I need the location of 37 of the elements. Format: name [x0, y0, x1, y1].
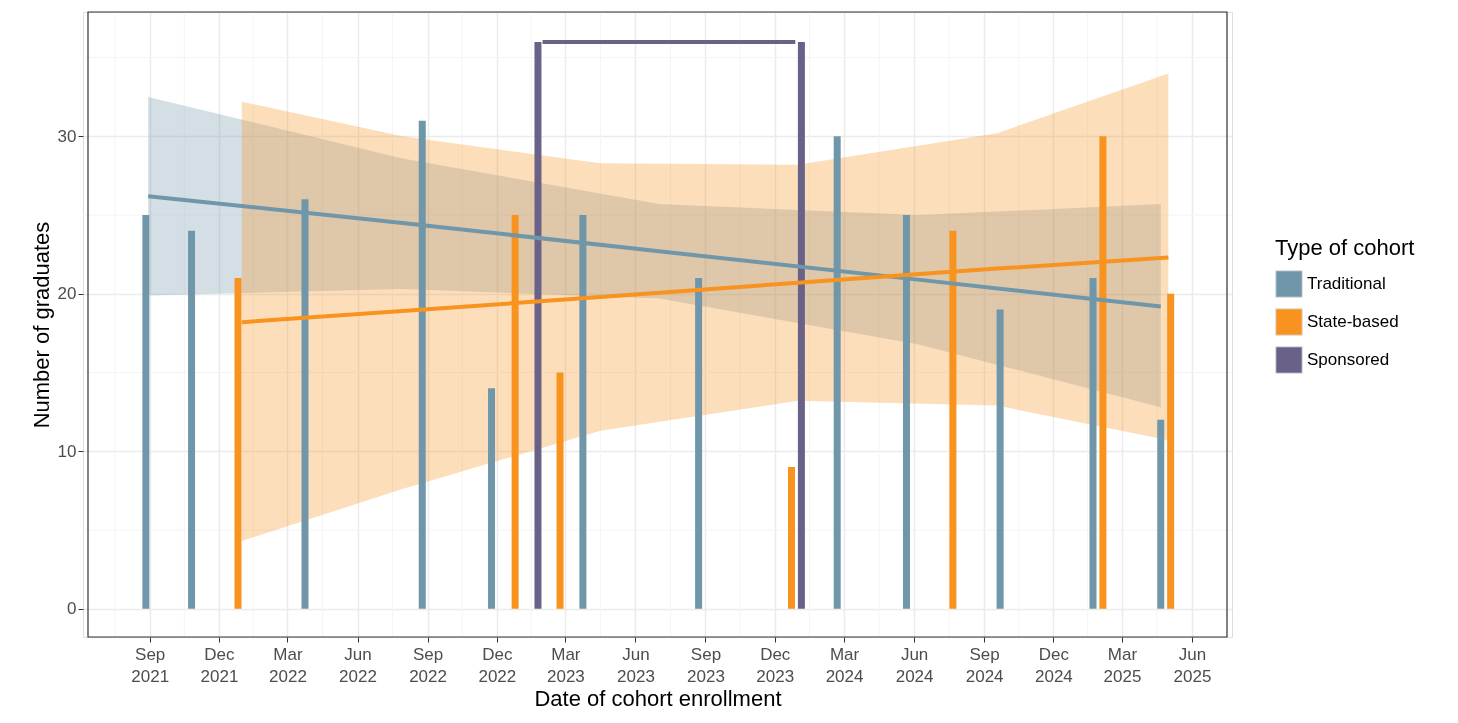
x-axis-title: Date of cohort enrollment: [534, 685, 782, 711]
x-tick-label: Mar 2024: [825, 644, 864, 686]
x-tick-label: Jun 2024: [895, 644, 934, 686]
x-tick-label: Jun 2023: [617, 644, 655, 686]
x-tick-label: Sep 2023: [687, 644, 725, 686]
x-tick-label: Dec 2024: [1035, 644, 1073, 686]
bar: [142, 215, 150, 609]
x-tick-label: Dec 2022: [478, 644, 517, 686]
legend-label: State-based: [1307, 312, 1399, 331]
bar: [797, 41, 805, 609]
x-tick-label: Dec 2023: [756, 644, 795, 686]
x-tick-label: Mar 2022: [269, 644, 307, 686]
y-tick-label: 10: [57, 441, 77, 461]
x-tick-label: Sep 2022: [409, 644, 447, 686]
bar: [996, 309, 1004, 609]
y-axis-title: Number of graduates: [28, 221, 54, 429]
x-tick-label: Jun 2025: [1173, 644, 1212, 686]
y-tick-label: 30: [57, 126, 77, 146]
bar: [534, 41, 542, 609]
bar: [788, 466, 795, 609]
x-tick-label: Jun 2022: [339, 644, 377, 686]
legend-title: Type of cohort: [1275, 235, 1415, 260]
bar: [188, 230, 196, 609]
x-tick-label: Dec 2021: [200, 644, 239, 686]
x-tick-label: Mar 2023: [546, 644, 585, 686]
x-tick-label: Sep 2021: [131, 644, 170, 686]
bar: [556, 372, 564, 609]
x-tick-label: Sep 2024: [965, 644, 1004, 686]
y-tick-label: 20: [57, 284, 77, 304]
bar: [695, 278, 703, 609]
x-tick-label: Mar 2025: [1103, 644, 1142, 686]
legend-label: Traditional: [1307, 274, 1386, 293]
bar: [1157, 419, 1165, 609]
legend-label: Sponsored: [1307, 350, 1390, 369]
bar: [1167, 293, 1175, 609]
y-tick-label: 0: [67, 599, 77, 619]
bar: [488, 388, 496, 609]
